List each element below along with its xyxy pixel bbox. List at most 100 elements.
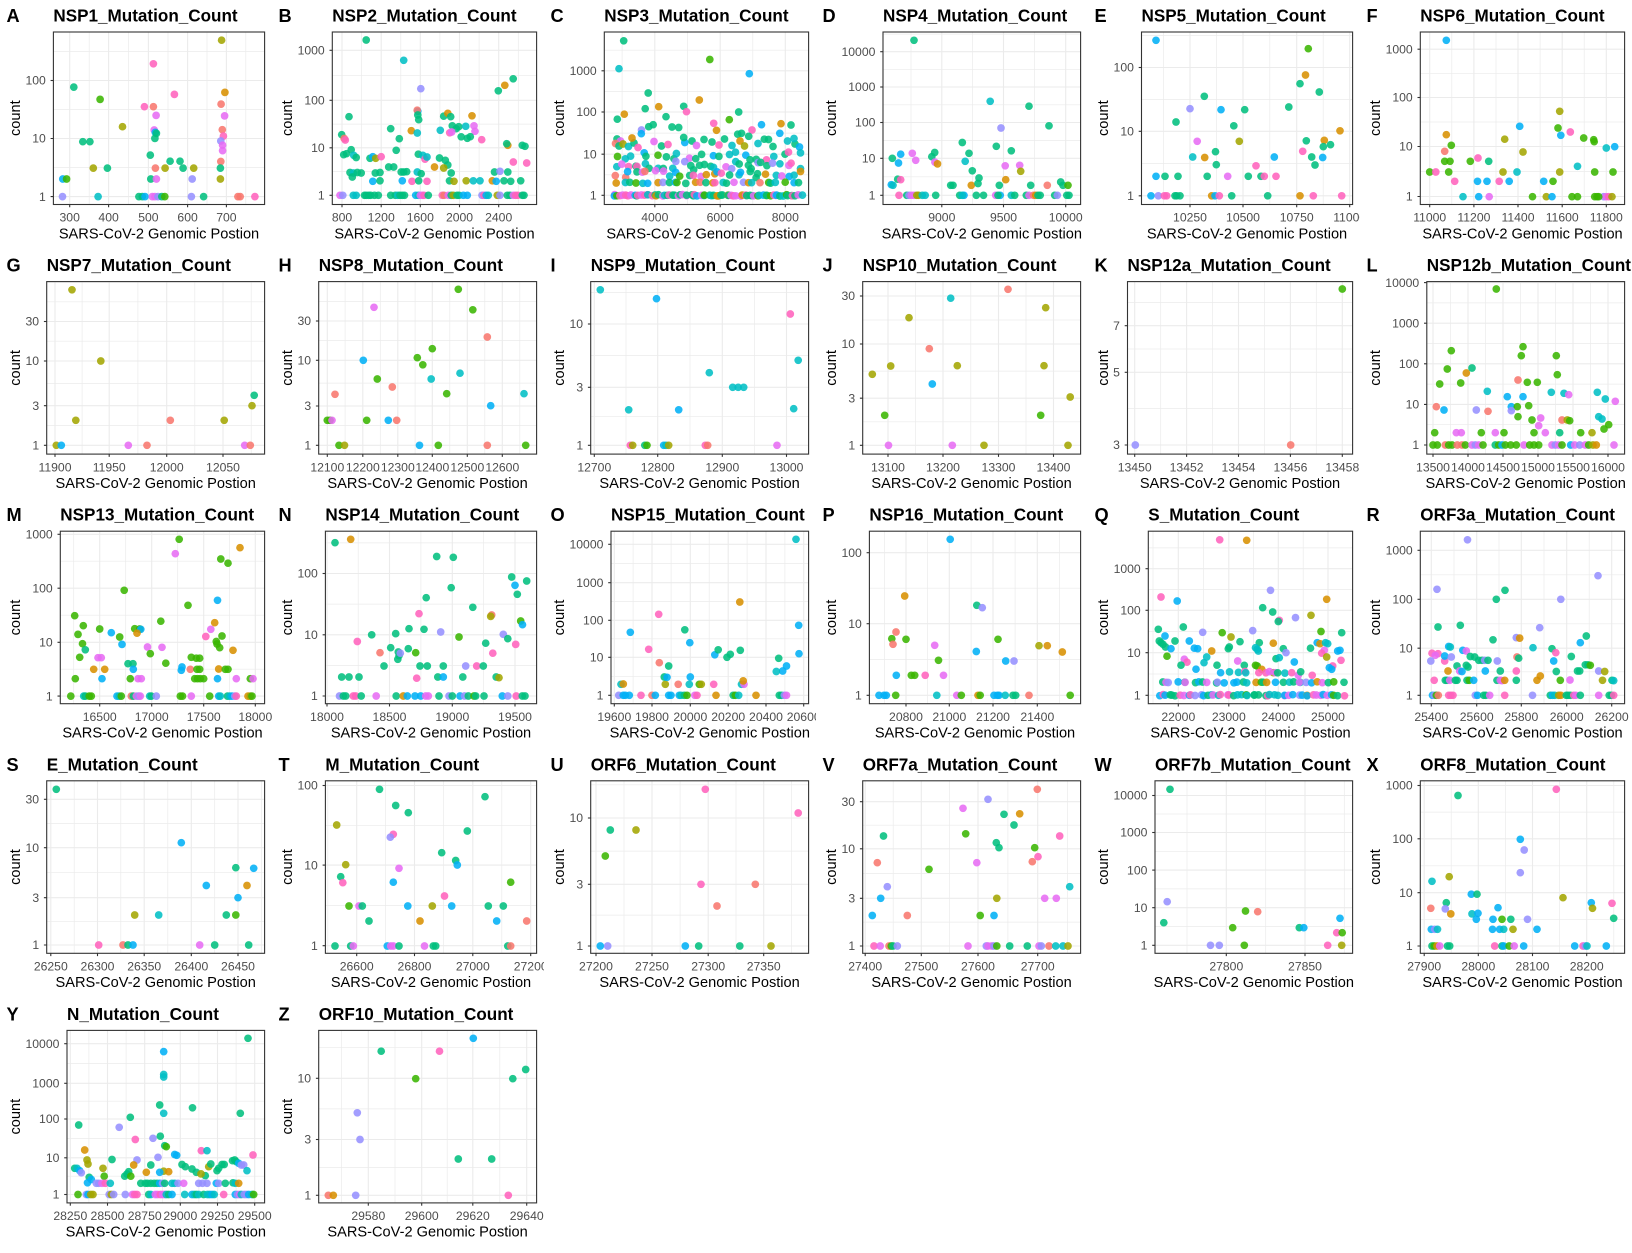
svg-text:30: 30	[26, 315, 40, 329]
svg-text:3: 3	[1113, 438, 1120, 452]
svg-text:count: count	[552, 100, 568, 136]
svg-text:13458: 13458	[1325, 460, 1359, 474]
svg-text:NSP9_Mutation_Count: NSP9_Mutation_Count	[591, 256, 776, 275]
svg-text:SARS-CoV-2 Genomic Postion: SARS-CoV-2 Genomic Postion	[606, 226, 806, 242]
svg-text:10250: 10250	[1173, 211, 1207, 225]
svg-text:21400: 21400	[1020, 710, 1054, 724]
svg-text:F: F	[1367, 6, 1378, 26]
svg-text:19000: 19000	[435, 710, 469, 724]
svg-text:count: count	[280, 1099, 296, 1135]
svg-text:400: 400	[98, 211, 119, 225]
svg-text:4000: 4000	[641, 211, 668, 225]
svg-text:SARS-CoV-2 Genomic Postion: SARS-CoV-2 Genomic Postion	[1154, 975, 1354, 991]
svg-text:1000: 1000	[26, 528, 53, 542]
svg-text:30: 30	[298, 314, 312, 328]
svg-text:1: 1	[1406, 939, 1413, 953]
svg-text:100: 100	[855, 116, 876, 130]
svg-text:29620: 29620	[456, 1209, 490, 1223]
svg-text:count: count	[1368, 600, 1384, 636]
svg-text:13200: 13200	[926, 460, 960, 474]
svg-text:SARS-CoV-2 Genomic Postion: SARS-CoV-2 Genomic Postion	[599, 975, 799, 991]
svg-text:26800: 26800	[398, 960, 432, 974]
svg-text:10: 10	[583, 147, 597, 161]
svg-text:25400: 25400	[1414, 710, 1448, 724]
svg-text:19600: 19600	[597, 710, 631, 724]
svg-text:100: 100	[25, 74, 46, 88]
svg-text:24000: 24000	[1261, 710, 1295, 724]
svg-text:1: 1	[590, 189, 597, 203]
svg-text:count: count	[824, 350, 840, 386]
svg-text:700: 700	[216, 211, 237, 225]
svg-text:26450: 26450	[221, 960, 255, 974]
svg-text:10: 10	[298, 354, 312, 368]
svg-text:11800: 11800	[1590, 211, 1623, 225]
svg-text:NSP4_Mutation_Count: NSP4_Mutation_Count	[883, 7, 1068, 26]
svg-text:5: 5	[1113, 366, 1120, 380]
svg-text:SARS-CoV-2 Genomic Postion: SARS-CoV-2 Genomic Postion	[1422, 226, 1622, 242]
svg-text:26350: 26350	[127, 960, 161, 974]
svg-text:100: 100	[576, 105, 597, 119]
svg-text:100: 100	[1392, 593, 1413, 607]
svg-text:count: count	[552, 849, 568, 885]
svg-text:I: I	[551, 256, 556, 276]
svg-text:R: R	[1367, 505, 1380, 525]
svg-text:1: 1	[1412, 438, 1419, 452]
svg-text:1: 1	[1127, 189, 1134, 203]
svg-text:11950: 11950	[93, 460, 126, 474]
svg-text:SARS-CoV-2 Genomic Postion: SARS-CoV-2 Genomic Postion	[66, 1225, 266, 1241]
svg-text:1000: 1000	[848, 80, 875, 94]
svg-text:20800: 20800	[889, 710, 923, 724]
svg-text:3: 3	[32, 891, 39, 905]
svg-text:10000: 10000	[1385, 276, 1419, 290]
svg-text:10: 10	[862, 152, 876, 166]
svg-text:NSP12b_Mutation_Count: NSP12b_Mutation_Count	[1427, 256, 1631, 275]
svg-text:8000: 8000	[772, 211, 799, 225]
svg-text:C: C	[551, 6, 564, 26]
svg-text:100: 100	[1392, 91, 1413, 105]
svg-text:T: T	[279, 755, 290, 775]
svg-text:1: 1	[39, 190, 46, 204]
svg-text:10: 10	[842, 842, 856, 856]
svg-text:10: 10	[32, 132, 46, 146]
svg-text:B: B	[279, 6, 292, 26]
svg-text:15500: 15500	[1556, 460, 1590, 474]
svg-text:E_Mutation_Count: E_Mutation_Count	[47, 755, 198, 774]
svg-text:29580: 29580	[351, 1209, 385, 1223]
svg-text:12050: 12050	[206, 460, 240, 474]
svg-text:NSP7_Mutation_Count: NSP7_Mutation_Count	[47, 256, 232, 275]
svg-text:600: 600	[177, 211, 198, 225]
svg-text:10: 10	[1399, 886, 1413, 900]
svg-text:26300: 26300	[81, 960, 115, 974]
svg-text:30: 30	[26, 793, 40, 807]
svg-text:15000: 15000	[1521, 460, 1555, 474]
svg-text:28100: 28100	[1516, 960, 1550, 974]
svg-text:30: 30	[842, 795, 856, 809]
svg-text:10: 10	[1134, 901, 1148, 915]
svg-text:SARS-CoV-2 Genomic Postion: SARS-CoV-2 Genomic Postion	[1150, 726, 1350, 742]
svg-text:1000: 1000	[1392, 316, 1419, 330]
svg-text:10: 10	[842, 337, 856, 351]
svg-text:count: count	[1368, 849, 1384, 885]
svg-text:A: A	[7, 6, 20, 26]
svg-text:100: 100	[39, 1112, 60, 1126]
svg-text:10: 10	[1127, 646, 1141, 660]
svg-text:1: 1	[869, 189, 876, 203]
svg-text:100: 100	[583, 614, 604, 628]
svg-text:ORF7b_Mutation_Count: ORF7b_Mutation_Count	[1155, 755, 1351, 774]
svg-text:1: 1	[576, 439, 583, 453]
svg-text:10: 10	[46, 1151, 60, 1165]
svg-text:NSP15_Mutation_Count: NSP15_Mutation_Count	[611, 506, 805, 525]
svg-text:25800: 25800	[1504, 710, 1538, 724]
svg-text:10000: 10000	[842, 45, 876, 59]
svg-text:ORF7a_Mutation_Count: ORF7a_Mutation_Count	[863, 755, 1058, 774]
svg-text:1000: 1000	[32, 1077, 59, 1091]
svg-text:2000: 2000	[446, 211, 473, 225]
svg-text:NSP13_Mutation_Count: NSP13_Mutation_Count	[60, 506, 254, 525]
svg-text:1000: 1000	[1386, 42, 1413, 56]
svg-text:SARS-CoV-2 Genomic Postion: SARS-CoV-2 Genomic Postion	[331, 975, 531, 991]
svg-text:10: 10	[570, 811, 584, 825]
svg-text:20200: 20200	[711, 710, 745, 724]
svg-text:10: 10	[1399, 140, 1413, 154]
svg-text:count: count	[1368, 100, 1384, 136]
svg-text:count: count	[1096, 600, 1112, 636]
